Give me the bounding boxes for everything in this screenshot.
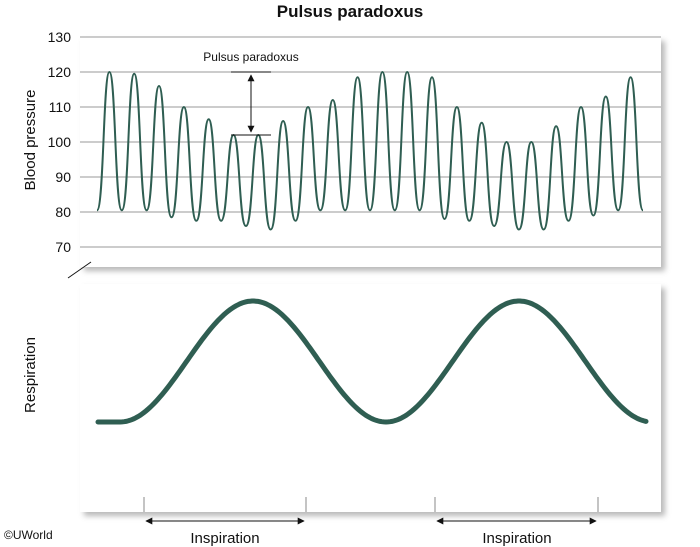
y-tick-90: 90 [55, 169, 71, 185]
annotation-label: Pulsus paradoxus [203, 50, 298, 64]
respiration-panel [80, 284, 661, 512]
y-tick-100: 100 [48, 134, 72, 150]
y-tick-80: 80 [55, 204, 71, 220]
page-title: Pulsus paradoxus [276, 2, 424, 21]
y-tick-130: 130 [48, 29, 72, 45]
y-tick-110: 110 [49, 99, 72, 115]
inspiration-1-label: Inspiration [190, 530, 259, 547]
respiration-trace [95, 298, 649, 425]
inspiration-2-label: Inspiration [482, 530, 551, 547]
y-tick-120: 120 [48, 64, 72, 80]
blood-pressure-panel [80, 37, 661, 267]
y-tick-70: 70 [55, 239, 71, 255]
blood-pressure-trace [96, 70, 644, 231]
copyright-notice: ©UWorld [4, 528, 53, 542]
y-axis-label: Blood pressure [22, 90, 39, 191]
respiration-axis-label: Respiration [22, 337, 39, 413]
axis-break-mark [67, 261, 92, 279]
